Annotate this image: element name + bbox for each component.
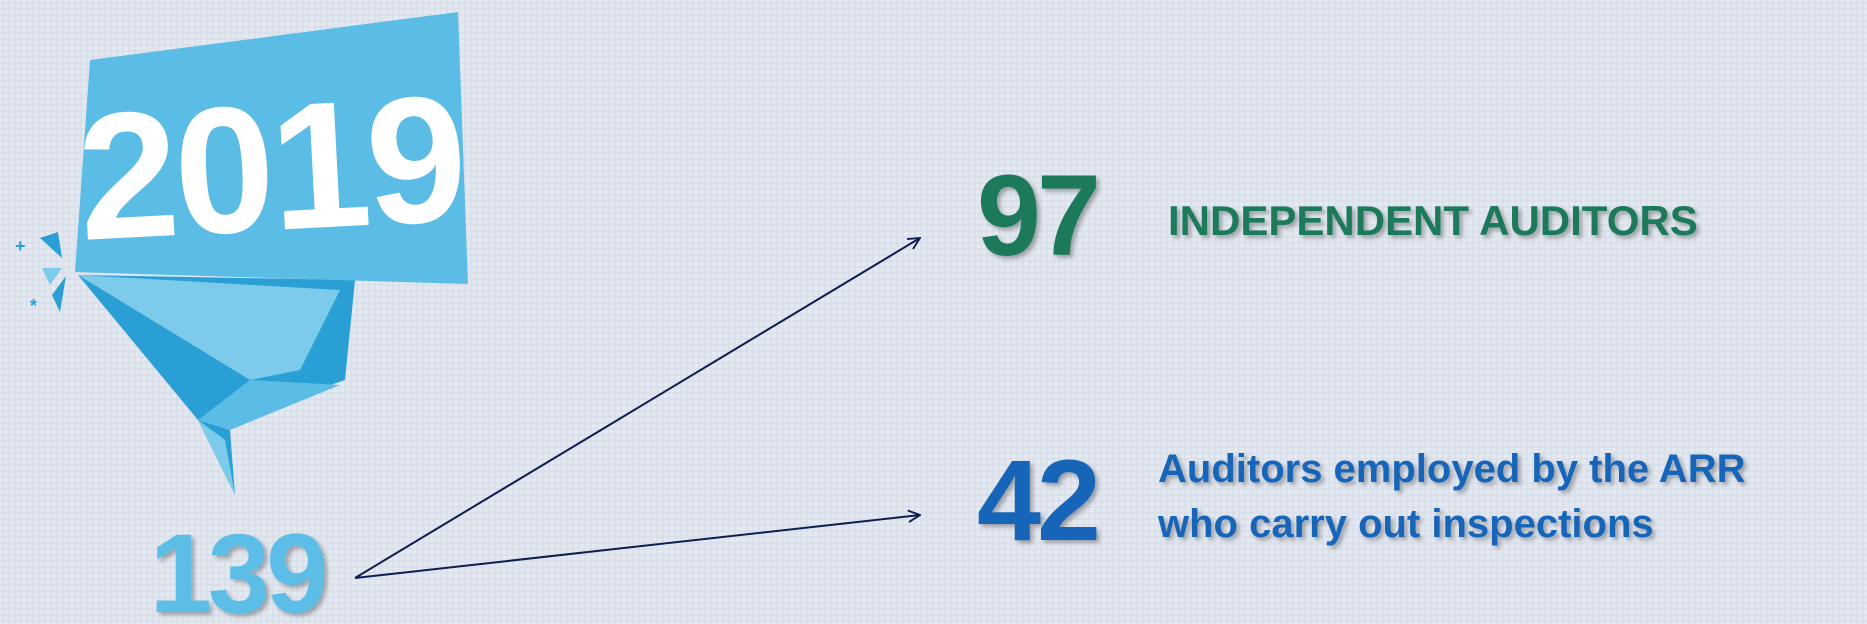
svg-text:*: * bbox=[30, 296, 37, 316]
item-value: 97 bbox=[977, 152, 1097, 280]
total: 139 bbox=[150, 511, 326, 624]
page-body: {"year": "2019", "total": 139, "items": … bbox=[0, 0, 1867, 624]
svg-text:+: + bbox=[15, 236, 26, 256]
infographic: + * 2019 139 97 INDEPENDENT AUDITORS 42 … bbox=[0, 0, 1867, 624]
item-label: who carry out inspections bbox=[1157, 502, 1654, 546]
item-label: INDEPENDENT AUDITORS bbox=[1168, 197, 1698, 244]
year: 2019 bbox=[73, 58, 467, 279]
page: Auditors 2019 html, body { margin: 0; pa… bbox=[0, 0, 1867, 624]
item-label: Auditors employed by the ARR bbox=[1158, 447, 1746, 491]
item-value: 42 bbox=[977, 437, 1097, 565]
